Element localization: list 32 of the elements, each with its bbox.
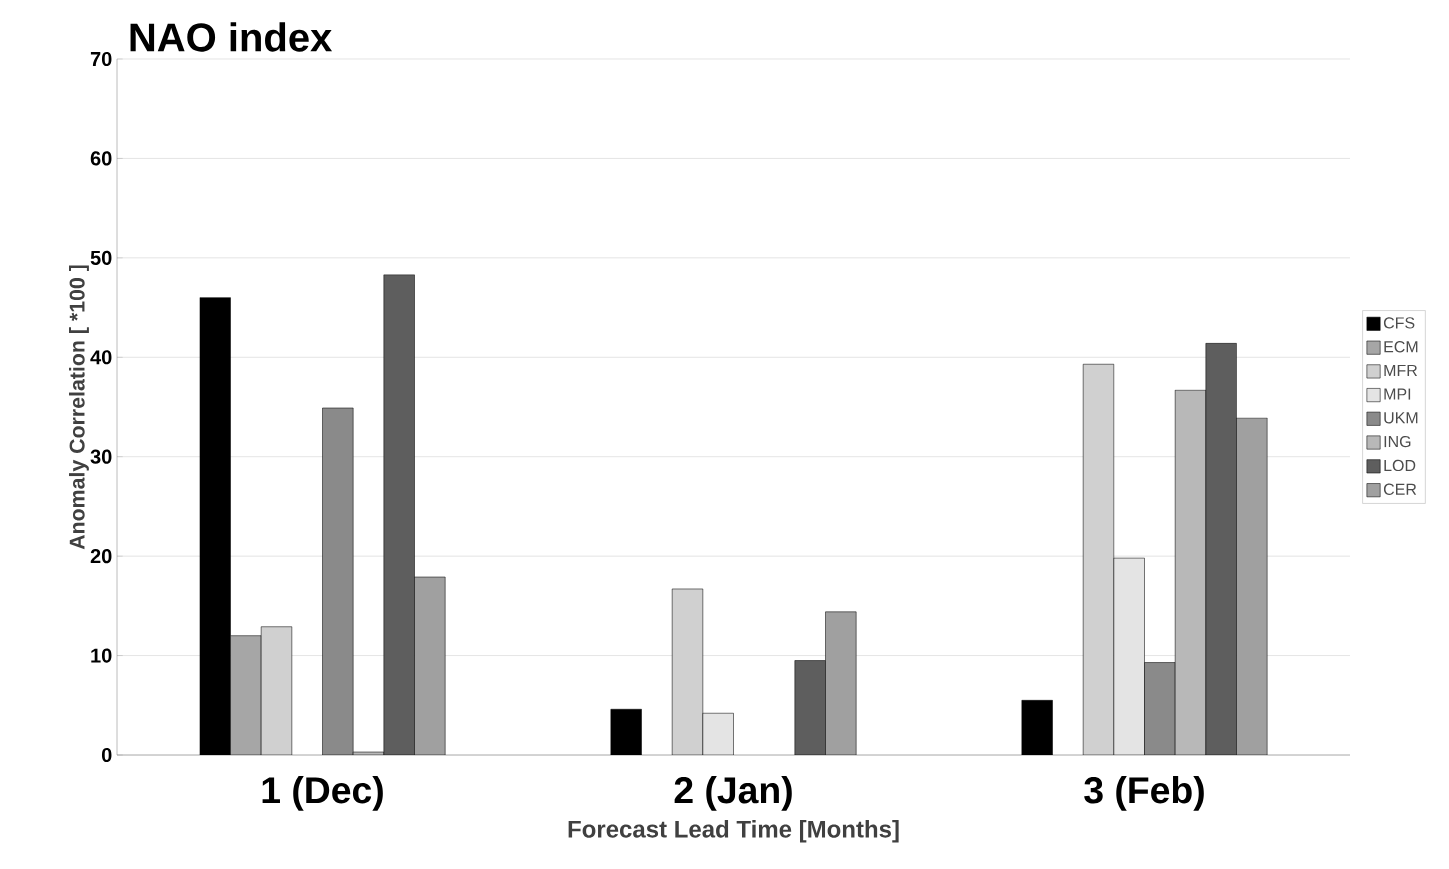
bar: [1205, 343, 1237, 755]
bar: [794, 660, 826, 755]
bar: [702, 712, 734, 755]
y-tick-label: 0: [101, 747, 112, 763]
bar: [825, 611, 857, 755]
y-tick-label: 70: [90, 51, 112, 67]
bar: [1021, 700, 1053, 755]
bar: [414, 576, 446, 755]
bar: [1236, 417, 1268, 755]
legend-label: MFR: [1384, 364, 1418, 376]
legend-label: ECM: [1384, 341, 1418, 353]
chart-title: NAO index: [130, 22, 333, 52]
y-tick-label: 60: [90, 151, 112, 166]
y-tick-label: 10: [91, 648, 112, 663]
legend-label: CFS: [1383, 317, 1415, 329]
y-tick-label: 20: [90, 549, 112, 564]
legend-label: LOD: [1384, 459, 1416, 472]
x-tick-label: 1 (Dec): [262, 776, 383, 811]
bar: [1113, 557, 1145, 755]
legend-label: MPI: [1384, 388, 1411, 400]
legend-label: CER: [1383, 483, 1417, 495]
x-axis-title: Forecast Lead Time [Months]: [568, 820, 899, 843]
x-tick-label: 3 (Feb): [1084, 776, 1204, 811]
x-tick-label: 2 (Jan): [674, 776, 792, 811]
y-tick-label: 50: [90, 250, 112, 265]
bar: [383, 274, 415, 755]
y-axis-title: Anomaly Correlation [ *100 ]: [69, 265, 89, 550]
y-tick-label: 30: [90, 449, 112, 464]
bar: [610, 708, 642, 755]
legend-label: ING: [1384, 435, 1411, 448]
y-tick-label: 40: [90, 350, 112, 365]
legend-label: UKM: [1384, 412, 1418, 424]
